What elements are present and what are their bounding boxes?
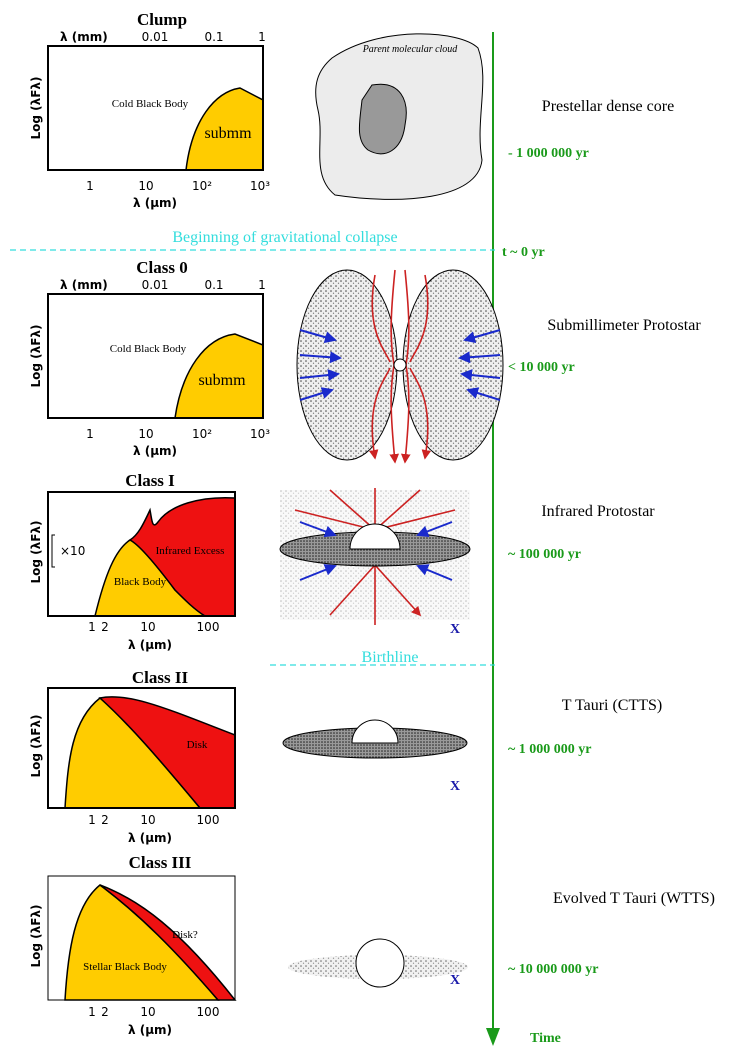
- x-tick: 2: [101, 1005, 109, 1019]
- sed-panel: Class II Log (λFλ) Disk 1 2 10 100 λ (μm…: [29, 668, 235, 845]
- y-axis-label: Log (λFλ): [29, 904, 43, 967]
- stage-name: Submillimeter Protostar: [547, 317, 701, 334]
- x-tick: 10: [140, 1005, 155, 1019]
- region-label: Cold Black Body: [110, 343, 187, 355]
- scale-bracket: [52, 535, 55, 567]
- wtts-disk: [288, 939, 468, 987]
- stage-age: < 10 000 yr: [508, 360, 575, 375]
- shape: [352, 720, 398, 743]
- sed-panel: Class 0 λ (mm) 0.01 0.1 1 Log (λFλ) Cold…: [29, 258, 270, 458]
- region-label: submm: [198, 372, 246, 389]
- sed-title: Class 0: [136, 258, 187, 277]
- x-mark: X: [450, 779, 460, 794]
- sed-curve: [65, 885, 218, 1000]
- sed-title: Class II: [132, 668, 189, 687]
- time-label: Time: [530, 1031, 561, 1046]
- shape: [403, 270, 503, 460]
- x-axis-label: λ (μm): [128, 638, 172, 652]
- x-tick: 10: [140, 813, 155, 827]
- x-tick: 2: [101, 620, 109, 634]
- y-axis-label: Log (λFλ): [29, 714, 43, 777]
- y-axis-label: Log (λFλ): [29, 76, 43, 139]
- sed-title: Class III: [129, 853, 192, 872]
- protostar-disk: [280, 488, 470, 625]
- sed-title: Class I: [125, 471, 175, 490]
- stage-name: Infrared Protostar: [541, 503, 655, 520]
- top-tick: 1: [258, 30, 266, 44]
- x-axis-label: λ (μm): [133, 444, 177, 458]
- shape: [297, 270, 397, 460]
- cloud-label: Parent molecular cloud: [362, 44, 459, 55]
- x-tick: 100: [197, 1005, 220, 1019]
- x-tick: 1: [88, 620, 96, 634]
- x-tick: 10³: [250, 427, 270, 441]
- time-arrow: [486, 1028, 500, 1046]
- y-axis-label: Log (λFλ): [29, 324, 43, 387]
- x-tick: 10: [140, 620, 155, 634]
- top-tick: 0.1: [204, 30, 223, 44]
- birthline-label: Birthline: [362, 649, 419, 666]
- collapse-label: Beginning of gravitational collapse: [172, 229, 397, 246]
- stage-age: ~ 10 000 000 yr: [508, 962, 599, 977]
- x-axis-label: λ (μm): [128, 1023, 172, 1037]
- stage-age: - 1 000 000 yr: [508, 146, 589, 161]
- ctts-disk: [283, 720, 467, 758]
- region-label: Black Body: [114, 576, 167, 588]
- x-axis-label: λ (μm): [128, 831, 172, 845]
- x-axis-label: λ (μm): [133, 196, 177, 210]
- stage-age: ~ 100 000 yr: [508, 547, 581, 562]
- x-tick: 100: [197, 620, 220, 634]
- top-axis-label: λ (mm): [60, 278, 108, 292]
- region-label: Cold Black Body: [112, 98, 189, 110]
- x-mark: X: [450, 973, 460, 988]
- top-tick: 0.01: [142, 278, 169, 292]
- top-axis-label: λ (mm): [60, 30, 108, 44]
- collapse-time: t ~ 0 yr: [502, 245, 545, 260]
- shape: [394, 359, 406, 371]
- x-tick: 1: [86, 179, 94, 193]
- stage-name: Evolved T Tauri (WTTS): [553, 890, 715, 907]
- top-tick: 0.01: [142, 30, 169, 44]
- x-tick: 2: [101, 813, 109, 827]
- x-tick: 1: [88, 813, 96, 827]
- x-tick: 10: [138, 427, 153, 441]
- stage-name: T Tauri (CTTS): [562, 697, 663, 714]
- x-tick: 100: [197, 813, 220, 827]
- region-label: Disk?: [172, 929, 198, 941]
- region-label: submm: [204, 125, 252, 142]
- x-tick: 10²: [192, 427, 212, 441]
- dense-core: [359, 84, 406, 154]
- x-mark: X: [450, 622, 460, 637]
- scale-label: ×10: [60, 544, 85, 558]
- stage-age: ~ 1 000 000 yr: [508, 742, 592, 757]
- top-tick: 0.1: [204, 278, 223, 292]
- sed-title: Clump: [137, 10, 187, 29]
- x-tick: 10³: [250, 179, 270, 193]
- diagram: Time Beginning of gravitational collapse…: [0, 0, 743, 1051]
- sed-panel: Class III Log (λFλ) Disk? Stellar Black …: [29, 853, 235, 1037]
- protostar-envelope: [297, 270, 503, 462]
- sed-panel: Class I Log (λFλ) ×10 Infrared Excess Bl…: [29, 471, 235, 652]
- sed-panel: Clump λ (mm) 0.01 0.1 1 Log (λFλ) Cold B…: [29, 10, 270, 210]
- x-tick: 1: [86, 427, 94, 441]
- x-tick: 10: [138, 179, 153, 193]
- region-label: Stellar Black Body: [83, 961, 167, 973]
- top-tick: 1: [258, 278, 266, 292]
- stage-name: Prestellar dense core: [542, 98, 674, 115]
- region-label: Disk: [187, 739, 208, 751]
- shape: [356, 939, 404, 987]
- x-tick: 1: [88, 1005, 96, 1019]
- y-axis-label: Log (λFλ): [29, 520, 43, 583]
- x-tick: 10²: [192, 179, 212, 193]
- region-label: Infrared Excess: [156, 545, 225, 557]
